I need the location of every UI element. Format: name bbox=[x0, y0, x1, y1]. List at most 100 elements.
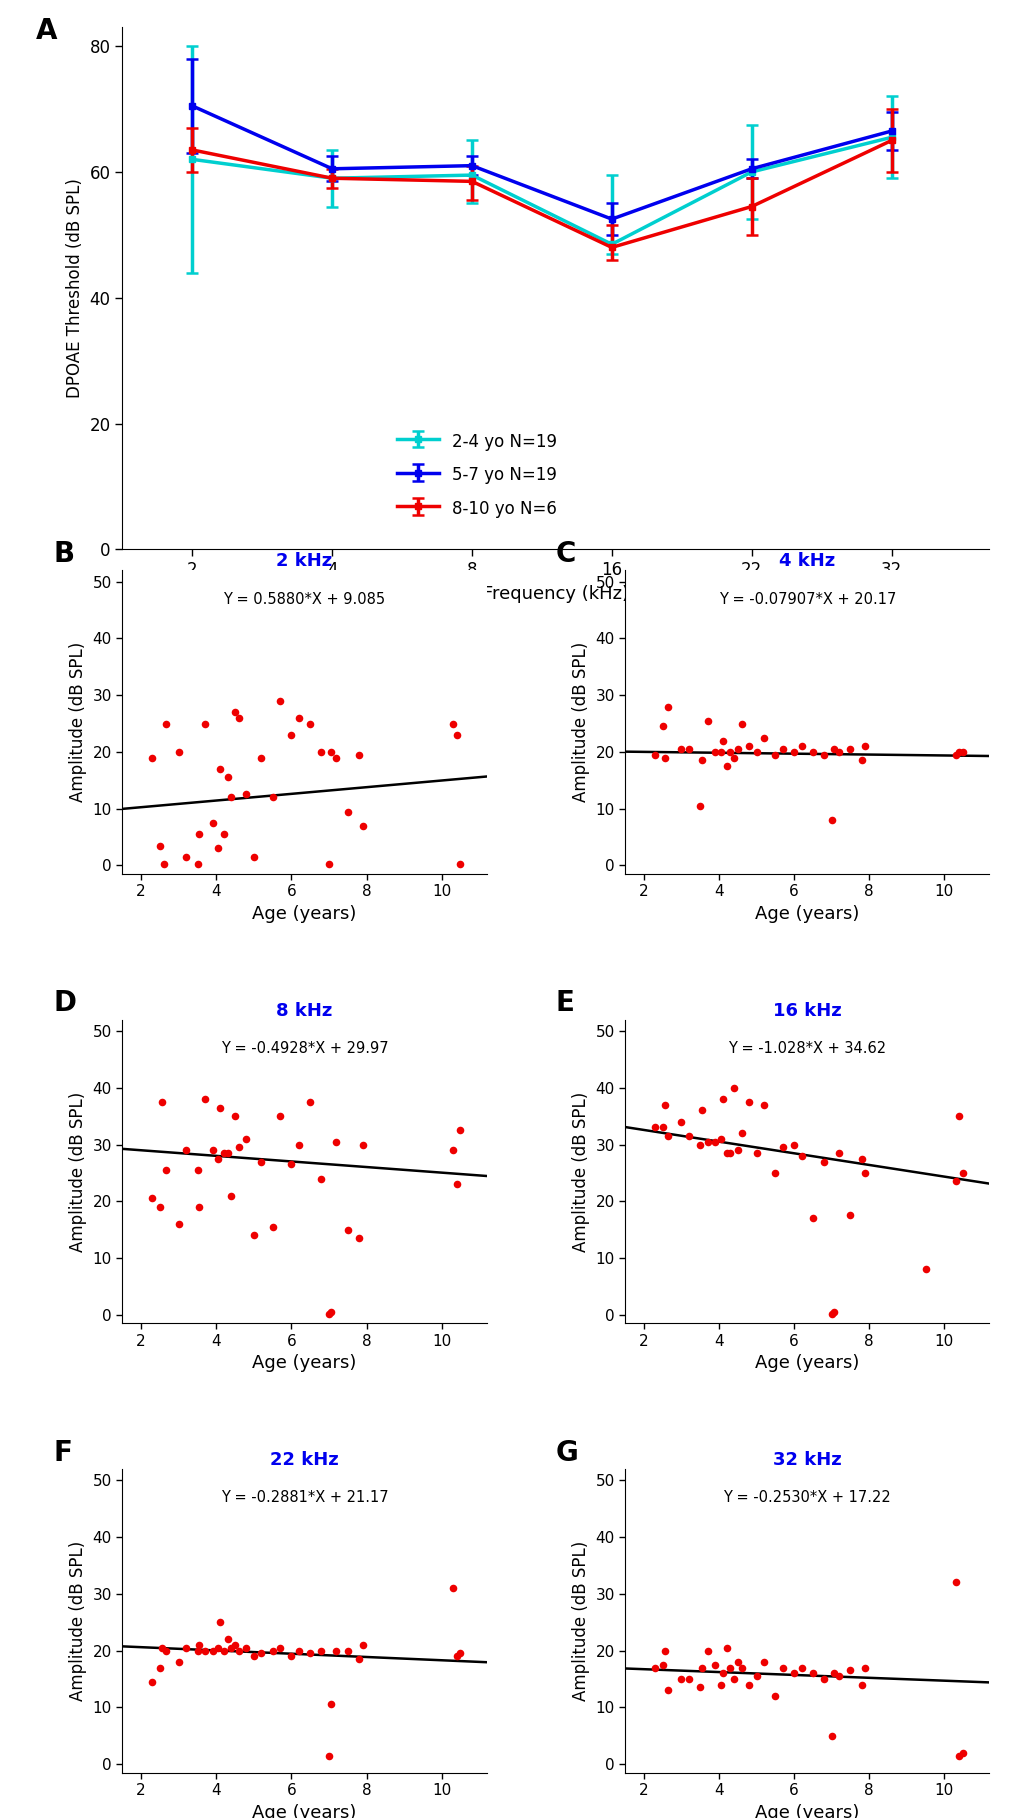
Point bbox=[691, 1131, 707, 1160]
Point bbox=[444, 709, 461, 738]
Point bbox=[178, 842, 195, 871]
Point bbox=[947, 740, 963, 769]
Point bbox=[691, 791, 707, 820]
Point bbox=[659, 693, 676, 722]
Point bbox=[351, 1224, 367, 1253]
Point bbox=[654, 1651, 671, 1680]
Point bbox=[238, 1633, 255, 1662]
X-axis label: Age (years): Age (years) bbox=[252, 905, 357, 924]
Point bbox=[822, 1300, 839, 1329]
Point bbox=[954, 1158, 970, 1187]
Point bbox=[804, 738, 820, 767]
Point bbox=[766, 740, 783, 769]
Point bbox=[755, 1091, 771, 1120]
Point bbox=[646, 740, 662, 769]
Point bbox=[328, 1127, 344, 1156]
Point bbox=[815, 1663, 832, 1693]
Point bbox=[339, 796, 356, 825]
Point bbox=[733, 1118, 749, 1147]
Point bbox=[154, 1633, 170, 1662]
Title: 2 kHz: 2 kHz bbox=[276, 553, 332, 571]
Point bbox=[170, 738, 186, 767]
Point bbox=[328, 744, 344, 773]
Point bbox=[283, 1642, 300, 1671]
Point bbox=[302, 709, 318, 738]
Point bbox=[646, 1113, 662, 1142]
Point bbox=[673, 734, 689, 764]
Point bbox=[191, 1193, 207, 1222]
Point bbox=[954, 738, 970, 767]
Point bbox=[328, 1636, 344, 1665]
Point bbox=[729, 1136, 745, 1165]
Text: Y = -0.4928*X + 29.97: Y = -0.4928*X + 29.97 bbox=[220, 1042, 388, 1056]
Point bbox=[197, 1085, 213, 1114]
Text: Y = -0.2530*X + 17.22: Y = -0.2530*X + 17.22 bbox=[722, 1491, 891, 1505]
Point bbox=[729, 1647, 745, 1676]
Point bbox=[673, 1663, 689, 1693]
X-axis label: Age (years): Age (years) bbox=[252, 1354, 357, 1373]
Point bbox=[204, 809, 220, 838]
Text: Y = 0.5880*X + 9.085: Y = 0.5880*X + 9.085 bbox=[223, 591, 385, 607]
Title: 16 kHz: 16 kHz bbox=[772, 1002, 841, 1020]
Point bbox=[755, 1647, 771, 1676]
Point bbox=[264, 1213, 280, 1242]
Point bbox=[842, 1202, 858, 1231]
Point bbox=[290, 1131, 307, 1160]
Y-axis label: Amplitude (dB SPL): Amplitude (dB SPL) bbox=[69, 642, 87, 802]
Point bbox=[230, 704, 247, 733]
Point bbox=[144, 744, 160, 773]
Point bbox=[355, 811, 371, 840]
Point bbox=[157, 1156, 173, 1185]
Point bbox=[339, 1214, 356, 1244]
Point bbox=[659, 1676, 676, 1705]
Point bbox=[283, 1149, 300, 1178]
Point bbox=[215, 1138, 231, 1167]
Point bbox=[238, 1124, 255, 1153]
Text: E: E bbox=[555, 989, 575, 1018]
Point bbox=[223, 1182, 239, 1211]
Point bbox=[253, 1638, 269, 1667]
Text: G: G bbox=[555, 1438, 578, 1467]
Point bbox=[226, 1102, 243, 1131]
Point bbox=[733, 1653, 749, 1682]
Text: Y = -0.2881*X + 21.17: Y = -0.2881*X + 21.17 bbox=[220, 1491, 388, 1505]
Point bbox=[646, 1653, 662, 1682]
Point bbox=[773, 734, 790, 764]
Point bbox=[178, 1136, 195, 1165]
Point bbox=[853, 745, 869, 774]
Point bbox=[740, 1671, 756, 1700]
Point bbox=[916, 1254, 932, 1284]
Point bbox=[226, 698, 243, 727]
Point bbox=[190, 849, 206, 878]
Point bbox=[721, 738, 738, 767]
Point bbox=[951, 738, 967, 767]
Point bbox=[210, 1633, 226, 1662]
Point bbox=[706, 1651, 722, 1680]
Point bbox=[717, 751, 734, 780]
Point bbox=[793, 1653, 809, 1682]
Point bbox=[721, 1653, 738, 1682]
Point bbox=[786, 1131, 802, 1160]
Y-axis label: Amplitude (dB SPL): Amplitude (dB SPL) bbox=[572, 1091, 589, 1251]
Point bbox=[246, 1642, 262, 1671]
X-axis label: Age (years): Age (years) bbox=[754, 1803, 859, 1818]
Point bbox=[824, 734, 841, 764]
Point bbox=[755, 724, 771, 753]
Point bbox=[204, 1636, 220, 1665]
X-axis label: Frequency (kHz): Frequency (kHz) bbox=[482, 585, 629, 604]
Point bbox=[451, 849, 468, 878]
Legend: 2-4 yo N=19, 5-7 yo N=19, 8-10 yo N=6: 2-4 yo N=19, 5-7 yo N=19, 8-10 yo N=6 bbox=[390, 424, 564, 525]
Point bbox=[451, 1638, 468, 1667]
Point bbox=[230, 1636, 247, 1665]
Point bbox=[822, 805, 839, 834]
Point bbox=[246, 842, 262, 871]
Point bbox=[321, 1742, 337, 1771]
Point bbox=[706, 738, 722, 767]
Point bbox=[726, 1073, 742, 1102]
Point bbox=[152, 1193, 168, 1222]
Point bbox=[856, 731, 872, 760]
Point bbox=[830, 1662, 847, 1691]
Point bbox=[313, 1164, 329, 1193]
Text: B: B bbox=[53, 540, 74, 567]
Point bbox=[693, 1096, 709, 1125]
